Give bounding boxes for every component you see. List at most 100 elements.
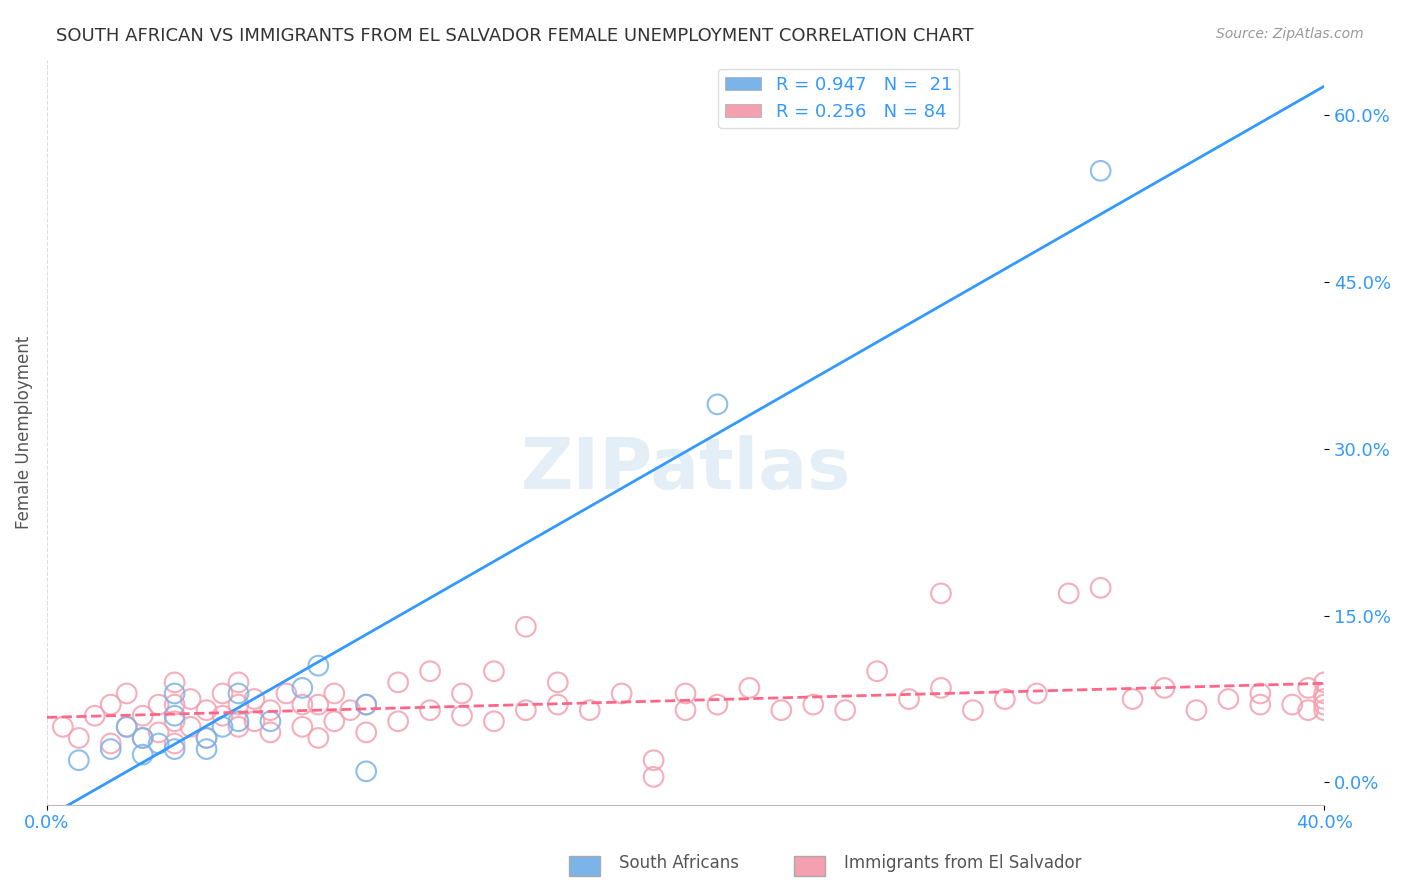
Point <box>180 692 202 706</box>
Point <box>706 698 728 712</box>
Point <box>131 708 153 723</box>
Point <box>834 703 856 717</box>
Point <box>547 698 569 712</box>
Text: South Africans: South Africans <box>619 855 738 872</box>
Point <box>291 698 314 712</box>
Point <box>291 681 314 695</box>
Text: Immigrants from El Salvador: Immigrants from El Salvador <box>844 855 1081 872</box>
Point <box>419 665 441 679</box>
Point <box>163 686 186 700</box>
Point <box>1218 692 1240 706</box>
Point <box>323 686 346 700</box>
Point <box>243 714 266 729</box>
Y-axis label: Female Unemployment: Female Unemployment <box>15 335 32 529</box>
Point <box>148 737 170 751</box>
Point <box>228 714 250 729</box>
Point <box>148 725 170 739</box>
Point <box>211 720 233 734</box>
Point <box>115 686 138 700</box>
Point <box>1153 681 1175 695</box>
Point <box>195 742 218 756</box>
Point <box>929 681 952 695</box>
Point <box>339 703 361 717</box>
Text: Source: ZipAtlas.com: Source: ZipAtlas.com <box>1216 27 1364 41</box>
Point <box>228 698 250 712</box>
Legend: R = 0.947   N =  21, R = 0.256   N = 84: R = 0.947 N = 21, R = 0.256 N = 84 <box>718 69 959 128</box>
Point <box>180 720 202 734</box>
Point <box>67 753 90 767</box>
Point <box>706 397 728 411</box>
Point <box>228 720 250 734</box>
Point <box>675 686 697 700</box>
Text: ZIPatlas: ZIPatlas <box>520 435 851 504</box>
Point <box>195 731 218 745</box>
Point <box>898 692 921 706</box>
Point <box>307 658 329 673</box>
Point <box>228 675 250 690</box>
Point <box>1296 703 1319 717</box>
Point <box>1025 686 1047 700</box>
Point <box>770 703 793 717</box>
Point <box>1296 681 1319 695</box>
Point <box>547 675 569 690</box>
Point <box>643 753 665 767</box>
Point <box>1122 692 1144 706</box>
Point <box>307 731 329 745</box>
Point <box>482 665 505 679</box>
Point <box>100 698 122 712</box>
Point <box>115 720 138 734</box>
Point <box>994 692 1017 706</box>
Point <box>163 675 186 690</box>
Point <box>148 698 170 712</box>
Point <box>1249 686 1271 700</box>
Point <box>1313 692 1336 706</box>
Point <box>1249 698 1271 712</box>
Point <box>163 708 186 723</box>
Point <box>100 742 122 756</box>
Point <box>515 620 537 634</box>
Point <box>195 731 218 745</box>
Point <box>211 708 233 723</box>
Point <box>259 725 281 739</box>
Point <box>387 675 409 690</box>
Point <box>131 731 153 745</box>
Point <box>354 725 377 739</box>
Point <box>1313 686 1336 700</box>
Point <box>163 737 186 751</box>
Point <box>578 703 600 717</box>
Point <box>1090 163 1112 178</box>
Point <box>610 686 633 700</box>
Point <box>354 698 377 712</box>
Point <box>451 686 474 700</box>
Point <box>195 703 218 717</box>
Point <box>259 703 281 717</box>
Point <box>354 698 377 712</box>
Point <box>1313 703 1336 717</box>
Point <box>163 742 186 756</box>
Point <box>962 703 984 717</box>
Point <box>52 720 75 734</box>
Point <box>115 720 138 734</box>
Point <box>100 737 122 751</box>
Point <box>419 703 441 717</box>
Text: SOUTH AFRICAN VS IMMIGRANTS FROM EL SALVADOR FEMALE UNEMPLOYMENT CORRELATION CHA: SOUTH AFRICAN VS IMMIGRANTS FROM EL SALV… <box>56 27 974 45</box>
Point <box>307 698 329 712</box>
Point <box>163 698 186 712</box>
Point <box>643 770 665 784</box>
Point <box>131 747 153 762</box>
Point <box>291 720 314 734</box>
Point <box>1313 675 1336 690</box>
Point <box>451 708 474 723</box>
Point <box>515 703 537 717</box>
Point <box>323 714 346 729</box>
Point <box>131 731 153 745</box>
Point <box>1313 698 1336 712</box>
Point <box>1057 586 1080 600</box>
Point <box>276 686 298 700</box>
Point <box>675 703 697 717</box>
Point <box>163 714 186 729</box>
Point <box>67 731 90 745</box>
Point <box>1090 581 1112 595</box>
Point <box>482 714 505 729</box>
Point <box>929 586 952 600</box>
